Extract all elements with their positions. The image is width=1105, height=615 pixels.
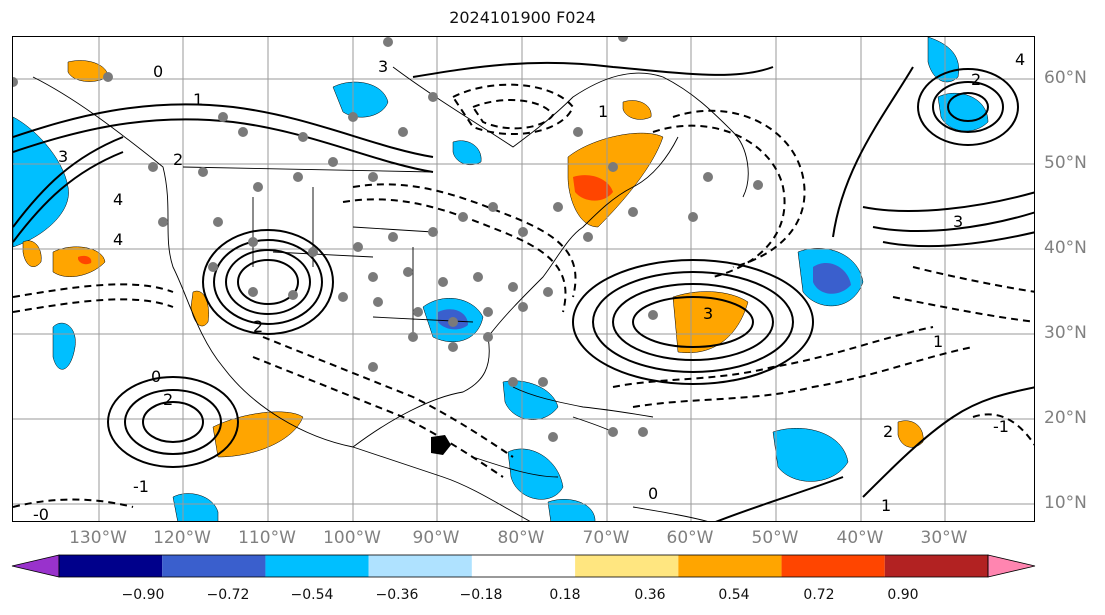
contour-label: 3 bbox=[703, 304, 713, 323]
contour-label: 1 bbox=[598, 102, 608, 121]
lat-label: 50°N bbox=[1044, 153, 1087, 173]
lat-label: 10°N bbox=[1044, 493, 1087, 513]
contour-lines bbox=[13, 61, 1034, 521]
lat-lon-grid bbox=[13, 37, 1034, 521]
contour-label: 1 bbox=[881, 496, 891, 515]
lon-label: 30°W bbox=[920, 528, 968, 548]
orange-region bbox=[78, 255, 92, 265]
contour-label: 4 bbox=[1015, 50, 1025, 69]
colorbar-tick: −0.72 bbox=[206, 587, 250, 603]
orange-region bbox=[672, 291, 749, 354]
lon-label: 120°W bbox=[153, 528, 211, 548]
blue-region bbox=[332, 81, 389, 118]
contour-label: 0 bbox=[648, 484, 658, 503]
contour-label: 2 bbox=[883, 422, 893, 441]
colorbar-tick: −0.18 bbox=[459, 587, 503, 603]
contour-label: 1 bbox=[933, 332, 943, 351]
contour-label: 1 bbox=[193, 90, 203, 109]
contour-label: 2 bbox=[163, 390, 173, 409]
colorbar-segment bbox=[781, 555, 885, 577]
blue-region bbox=[547, 499, 596, 521]
colorbar bbox=[11, 554, 1036, 578]
contour-label: 3 bbox=[378, 57, 388, 76]
contour-label: 0 bbox=[151, 367, 161, 386]
colorbar-tick: 0.72 bbox=[803, 587, 835, 603]
contour-label-group: 0 1 2 3 4 2 3 1 0 -1 -0 2 1 3 4 2 0 1 -1… bbox=[33, 50, 1025, 522]
colorbar-tick: 0.36 bbox=[634, 587, 666, 603]
colorbar-tick: 0.54 bbox=[718, 587, 750, 603]
blue-region bbox=[507, 448, 564, 500]
colorbar-segment bbox=[59, 555, 163, 577]
colorbar-tick: −0.36 bbox=[375, 587, 419, 603]
lat-label: 60°N bbox=[1044, 68, 1087, 88]
colorbar-tick: −0.90 bbox=[121, 587, 165, 603]
contour-label: 0 bbox=[153, 62, 163, 81]
colorbar-segment bbox=[575, 555, 679, 577]
map-panel[interactable]: 0 1 2 3 4 2 3 1 0 -1 -0 2 1 3 4 2 0 1 -1… bbox=[12, 36, 1035, 522]
contour-label: -1 bbox=[133, 477, 149, 496]
orange-region bbox=[22, 240, 42, 267]
colorbar-extend-low bbox=[11, 554, 60, 578]
shaded-anomaly-fields bbox=[13, 37, 989, 521]
blue-region bbox=[452, 140, 482, 166]
lon-label: 50°W bbox=[751, 528, 799, 548]
colorbar-segments bbox=[11, 554, 1036, 578]
blue-region bbox=[502, 380, 559, 420]
orange-region bbox=[567, 132, 664, 228]
orange-region bbox=[52, 246, 106, 277]
tropical-cyclone-marker bbox=[431, 435, 451, 455]
contour-label: 3 bbox=[58, 147, 68, 166]
colorbar-tick: 0.18 bbox=[549, 587, 581, 603]
map-canvas: 0 1 2 3 4 2 3 1 0 -1 -0 2 1 3 4 2 0 1 -1… bbox=[13, 37, 1034, 522]
orange-region bbox=[67, 60, 109, 82]
blue-region bbox=[927, 37, 960, 83]
blue-region bbox=[13, 116, 69, 248]
colorbar-segment bbox=[884, 555, 988, 577]
contour-label: -1 bbox=[993, 417, 1009, 436]
lon-label: 110°W bbox=[238, 528, 296, 548]
colorbar-segment bbox=[265, 555, 369, 577]
lon-label: 40°W bbox=[836, 528, 884, 548]
lon-label: 100°W bbox=[323, 528, 381, 548]
orange-region bbox=[573, 175, 613, 201]
blue-region bbox=[937, 92, 989, 132]
blue-region bbox=[772, 428, 849, 482]
contour-label: 4 bbox=[113, 190, 123, 209]
orange-region bbox=[897, 420, 924, 448]
colorbar-tick: −0.54 bbox=[290, 587, 334, 603]
lat-label: 40°N bbox=[1044, 238, 1087, 258]
station-markers bbox=[13, 37, 763, 442]
contour-label: 4 bbox=[113, 230, 123, 249]
colorbar-extend-high bbox=[987, 554, 1036, 578]
colorbar-segment bbox=[368, 555, 472, 577]
lat-label: 20°N bbox=[1044, 408, 1087, 428]
orange-region bbox=[190, 290, 209, 327]
orange-region bbox=[212, 411, 304, 458]
contour-label: 2 bbox=[971, 70, 981, 89]
lon-label: 70°W bbox=[582, 528, 630, 548]
lon-label: 80°W bbox=[497, 528, 545, 548]
lat-label: 30°N bbox=[1044, 323, 1087, 343]
colorbar-segment bbox=[162, 555, 266, 577]
colorbar-tick: 0.90 bbox=[887, 587, 919, 603]
blue-region bbox=[813, 263, 851, 294]
contour-label: 3 bbox=[953, 212, 963, 231]
contour-label: -0 bbox=[33, 505, 49, 522]
lon-label: 130°W bbox=[69, 528, 127, 548]
colorbar-segment bbox=[678, 555, 782, 577]
colorbar-segment bbox=[471, 555, 576, 577]
colorbar-border bbox=[58, 554, 989, 578]
plot-title: 2024101900 F024 bbox=[449, 8, 596, 27]
blue-region bbox=[172, 493, 219, 521]
orange-region bbox=[622, 100, 652, 120]
contour-label: 2 bbox=[253, 317, 263, 336]
lon-label: 60°W bbox=[666, 528, 714, 548]
lon-label: 90°W bbox=[412, 528, 460, 548]
blue-region bbox=[52, 322, 76, 370]
contour-label: 2 bbox=[173, 150, 183, 169]
